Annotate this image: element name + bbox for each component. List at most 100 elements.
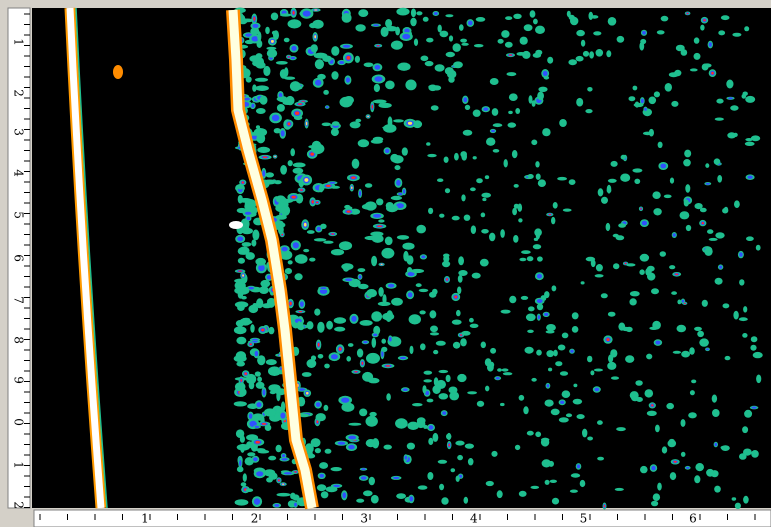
- echo-peak: [263, 156, 268, 158]
- echo-blob: [463, 130, 473, 136]
- echo-blob: [440, 31, 449, 38]
- echo-blob: [436, 380, 446, 389]
- echo-blob: [358, 284, 369, 289]
- echo-blob: [322, 123, 331, 127]
- echo-blob: [364, 63, 374, 68]
- echo-blob: [513, 235, 518, 243]
- echo-core: [249, 413, 253, 418]
- echo-blob: [311, 144, 324, 155]
- echo-blob: [244, 203, 250, 209]
- echo-core: [348, 436, 356, 440]
- echo-blob: [425, 61, 434, 66]
- echo-blob: [535, 161, 539, 167]
- echo-peak: [299, 311, 303, 312]
- echo-blob: [655, 425, 660, 433]
- echo-blob: [535, 432, 541, 438]
- echo-core: [752, 407, 757, 409]
- echo-blob: [601, 197, 608, 204]
- echo-blob: [433, 350, 438, 354]
- echo-blob: [352, 159, 360, 169]
- echo-blob: [615, 488, 624, 491]
- echo-blob: [267, 298, 275, 308]
- echo-core: [361, 476, 367, 479]
- scan-viewer: 123456789012123456: [0, 0, 771, 527]
- echo-blob: [520, 37, 528, 45]
- echo-core: [651, 466, 655, 471]
- echo-blob: [427, 472, 433, 480]
- echo-peak: [347, 211, 351, 213]
- echo-core: [706, 348, 709, 350]
- echo-blob: [397, 62, 410, 70]
- echo-core: [303, 11, 311, 17]
- echo-blob: [369, 412, 376, 417]
- echo-blob: [288, 160, 293, 166]
- echo-blob: [613, 234, 619, 238]
- echo-blob: [363, 490, 373, 496]
- echo-blob: [583, 51, 589, 57]
- echo-blob: [536, 174, 541, 180]
- echo-blob: [514, 204, 519, 209]
- echo-core: [421, 255, 425, 258]
- echo-core: [346, 77, 350, 82]
- echo-core: [237, 237, 243, 242]
- echo-blob: [395, 418, 408, 428]
- echo-peak: [300, 189, 303, 191]
- echo-blob: [476, 17, 486, 22]
- echo-blob: [428, 208, 433, 214]
- echo-core: [385, 149, 389, 153]
- echo-blob: [256, 382, 265, 389]
- echo-blob: [371, 256, 377, 267]
- echo-blob: [676, 45, 685, 52]
- echo-peak: [282, 484, 284, 485]
- echo-blob: [481, 342, 486, 349]
- echo-blob: [613, 263, 619, 269]
- echo-blob: [533, 19, 538, 25]
- echo-blob: [314, 238, 326, 241]
- echo-peak: [687, 13, 689, 14]
- echo-core: [547, 384, 550, 387]
- echo-core: [256, 402, 261, 407]
- echo-blob: [453, 342, 460, 349]
- echo-core: [538, 315, 540, 319]
- echo-blob: [570, 490, 578, 493]
- echo-core: [247, 217, 251, 221]
- echo-peak: [295, 112, 299, 115]
- echo-blob: [553, 350, 558, 357]
- echo-blob: [485, 386, 489, 392]
- echo-blob: [461, 194, 465, 201]
- echo-blob: [536, 350, 542, 356]
- echo-blob: [350, 121, 361, 128]
- echo-blob: [702, 64, 709, 71]
- echo-core: [373, 24, 379, 26]
- echo-peak: [271, 40, 274, 43]
- echo-blob: [317, 74, 326, 80]
- echo-core: [642, 221, 647, 226]
- echo-blob: [684, 150, 691, 158]
- echo-core: [338, 442, 346, 445]
- echo-blob: [409, 314, 421, 324]
- echo-blob: [715, 232, 724, 238]
- echo-blob: [252, 84, 256, 91]
- echo-peak: [684, 303, 686, 304]
- echo-blob: [266, 359, 277, 365]
- echo-peak: [446, 278, 448, 280]
- echo-peak: [261, 329, 264, 332]
- echo-core: [317, 227, 321, 231]
- echo-blob: [410, 346, 414, 354]
- echo-blob: [551, 217, 555, 224]
- page: {"left_ruler": {"labels": ["1", "2", "3"…: [0, 0, 771, 527]
- echo-blob: [334, 317, 346, 323]
- echo-core: [706, 183, 710, 185]
- echo-blob: [618, 223, 626, 228]
- echo-core: [274, 504, 279, 507]
- echo-blob: [576, 98, 583, 107]
- echo-blob: [251, 239, 256, 246]
- echo-blob: [670, 178, 674, 184]
- echo-blob: [348, 207, 353, 210]
- echo-blob: [324, 364, 330, 369]
- echo-core: [315, 80, 321, 86]
- echo-peak: [408, 122, 412, 125]
- echo-core: [255, 351, 259, 357]
- echo-blob: [460, 39, 467, 43]
- echo-blob: [386, 202, 394, 209]
